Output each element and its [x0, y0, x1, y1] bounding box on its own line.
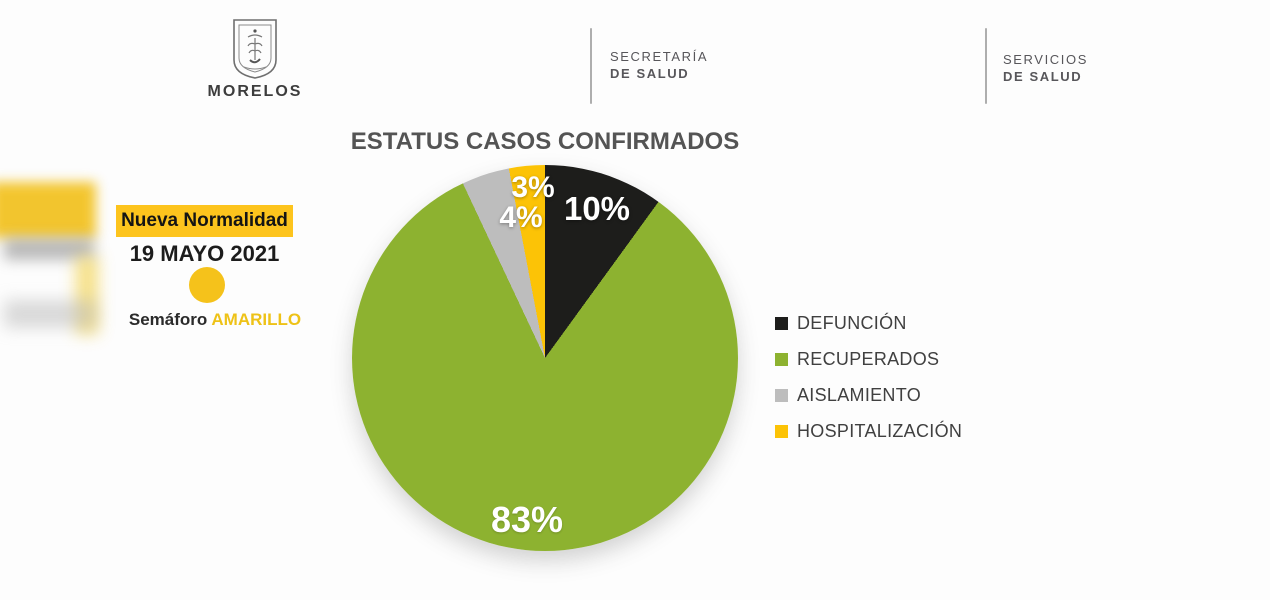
- legend-marker-defuncion: [775, 317, 788, 330]
- header-divider-left: [590, 28, 592, 104]
- pie-label-hospitalizacion: 3%: [511, 171, 555, 204]
- status-date: 19 MAYO 2021: [129, 241, 280, 266]
- servicios-de-salud-wordmark: SERVICIOS DE SALUD: [1003, 52, 1088, 84]
- pie-chart: 10% 83% 4% 3%: [352, 165, 738, 551]
- pie-label-recuperados: 83%: [490, 499, 564, 540]
- legend-item-hospitalizacion: HOSPITALIZACIÓN: [775, 421, 963, 441]
- pie-label-aislamiento: 4%: [499, 201, 543, 234]
- secretaria-de-salud-wordmark: SECRETARÍA DE SALUD: [610, 49, 708, 81]
- legend-marker-hospitalizacion: [775, 425, 788, 438]
- semaforo-label: Semáforo: [128, 310, 208, 329]
- edge-blur-date: [4, 238, 94, 260]
- morelos-logo: MORELOS: [200, 18, 310, 101]
- servicios-line2: DE SALUD: [1003, 69, 1083, 84]
- chart-title: ESTATUS CASOS CONFIRMADOS: [350, 128, 740, 155]
- chart-legend: DEFUNCIÓN RECUPERADOS AISLAMIENTO HOSPIT…: [775, 313, 963, 458]
- secretaria-line2: DE SALUD: [610, 66, 690, 81]
- legend-label-aislamiento: AISLAMIENTO: [797, 385, 922, 405]
- legend-label-defuncion: DEFUNCIÓN: [797, 313, 907, 333]
- pie-label-defuncion: 10%: [563, 190, 631, 227]
- servicios-line1: SERVICIOS: [1003, 52, 1088, 67]
- legend-item-defuncion: DEFUNCIÓN: [775, 313, 962, 333]
- morelos-logo-text: MORELOS: [207, 83, 303, 100]
- nueva-normalidad-badge: Nueva Normalidad: [116, 205, 293, 237]
- legend-item-aislamiento: AISLAMIENTO: [775, 385, 962, 405]
- semaforo-circle: [189, 267, 225, 303]
- semaforo-line: Semáforo AMARILLO: [95, 310, 335, 330]
- legend-marker-aislamiento: [775, 389, 788, 402]
- edge-blur-badge: [0, 182, 96, 238]
- legend-item-recuperados: RECUPERADOS: [775, 349, 962, 369]
- legend-label-recuperados: RECUPERADOS: [797, 349, 940, 369]
- legend-marker-recuperados: [775, 353, 788, 366]
- secretaria-line1: SECRETARÍA: [610, 49, 709, 64]
- header-divider-right: [985, 28, 987, 104]
- legend-label-hospitalizacion: HOSPITALIZACIÓN: [797, 421, 963, 441]
- morelos-coat-of-arms-icon: [233, 19, 277, 79]
- semaforo-value: AMARILLO: [211, 310, 302, 329]
- edge-blur-semaforo: [4, 300, 96, 328]
